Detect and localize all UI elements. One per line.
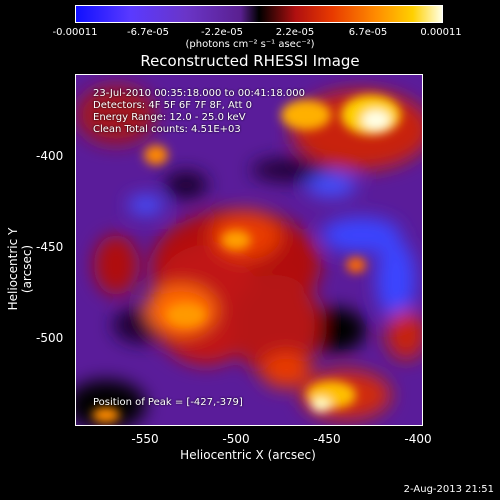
y-axis-title: Heliocentric Y (arcsec) xyxy=(6,227,34,311)
info-detectors: Detectors: 4F 5F 6F 7F 8F, Att 0 xyxy=(93,100,253,111)
x-axis-title: Heliocentric X (arcsec) xyxy=(180,448,316,462)
info-time: 23-Jul-2010 00:35:18.000 to 00:41:18.000 xyxy=(93,88,305,99)
rhessi-image xyxy=(75,74,423,426)
x-tick-label: -500 xyxy=(222,432,250,446)
image-title: Reconstructed RHESSI Image xyxy=(140,52,360,70)
x-tick-label: -550 xyxy=(131,432,159,446)
y-tick-label: -500 xyxy=(36,331,64,345)
info-clean: Clean Total counts: 4.51E+03 xyxy=(93,124,241,135)
colorbar xyxy=(75,5,443,23)
colorbar-tick: -2.2e-05 xyxy=(201,27,243,38)
bright-cores xyxy=(92,95,401,423)
colorbar-tick: 2.2e-05 xyxy=(275,27,315,38)
peak-position: Position of Peak = [-427,-379] xyxy=(93,397,243,408)
colorbar-tick: -6.7e-05 xyxy=(127,27,169,38)
colorbar-tick: -0.00011 xyxy=(52,27,98,38)
info-energy: Energy Range: 12.0 - 25.0 keV xyxy=(93,112,246,123)
x-tick-label: -450 xyxy=(313,432,341,446)
timestamp: 2-Aug-2013 21:51 xyxy=(403,484,494,495)
colorbar-tick: 6.7e-05 xyxy=(348,27,388,38)
y-tick-label: -400 xyxy=(36,149,64,163)
emission-regions xyxy=(76,85,422,425)
colorbar-units: (photons cm⁻² s⁻¹ asec⁻²) xyxy=(185,39,315,50)
colorbar-tick: 0.00011 xyxy=(420,27,462,38)
heatmap-canvas xyxy=(76,75,422,425)
x-tick-label: -400 xyxy=(404,432,432,446)
y-tick-label: -450 xyxy=(36,240,64,254)
